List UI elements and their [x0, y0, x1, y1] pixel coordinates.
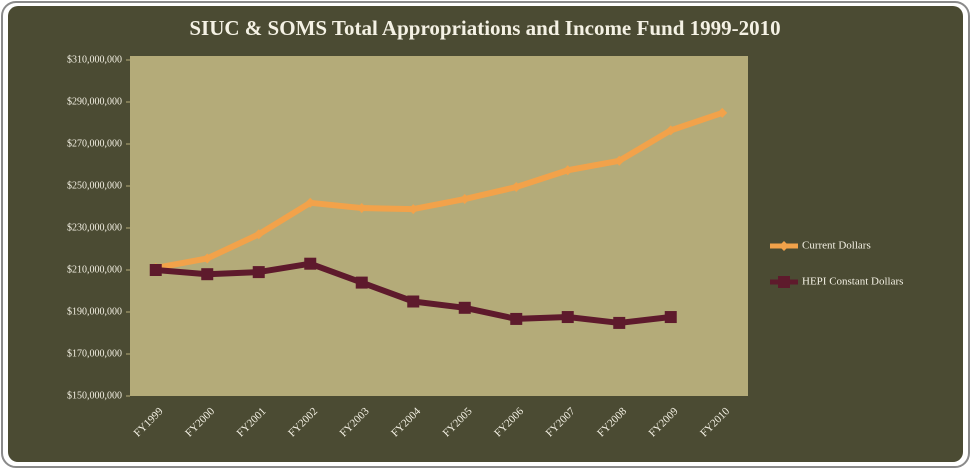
- marker: [562, 165, 573, 176]
- marker: [355, 276, 368, 289]
- marker: [510, 312, 523, 325]
- marker: [664, 311, 677, 324]
- y-tick-label: $190,000,000: [67, 306, 122, 317]
- marker: [149, 264, 162, 276]
- marker: [253, 229, 264, 240]
- marker: [305, 197, 316, 208]
- marker: [201, 268, 214, 281]
- legend-marker: [778, 276, 790, 288]
- marker: [511, 182, 522, 193]
- marker: [717, 107, 728, 118]
- series-line: [155, 110, 724, 271]
- marker: [407, 295, 420, 308]
- chart-title: SIUC & SOMS Total Appropriations and Inc…: [189, 16, 780, 40]
- y-tick-label: $270,000,000: [67, 138, 122, 149]
- marker: [614, 155, 625, 166]
- marker: [202, 253, 213, 264]
- y-tick-label: $150,000,000: [67, 390, 122, 401]
- marker: [252, 266, 265, 279]
- marker: [356, 203, 367, 214]
- y-tick-label: $250,000,000: [67, 180, 122, 191]
- marker: [459, 194, 470, 205]
- marker: [458, 301, 471, 314]
- marker: [613, 316, 626, 329]
- marker: [665, 125, 676, 136]
- legend-label: Current Dollars: [802, 240, 871, 252]
- y-tick-label: $290,000,000: [67, 96, 122, 107]
- marker: [561, 311, 574, 324]
- marker: [304, 257, 317, 270]
- y-tick-label: $310,000,000: [67, 54, 122, 65]
- legend-label: HEPI Constant Dollars: [802, 276, 903, 288]
- y-tick-label: $230,000,000: [67, 222, 122, 233]
- legend-marker: [779, 241, 789, 251]
- y-tick-label: $170,000,000: [67, 348, 122, 359]
- plot-area: [130, 56, 748, 396]
- y-tick-label: $210,000,000: [67, 264, 122, 275]
- marker: [408, 204, 419, 215]
